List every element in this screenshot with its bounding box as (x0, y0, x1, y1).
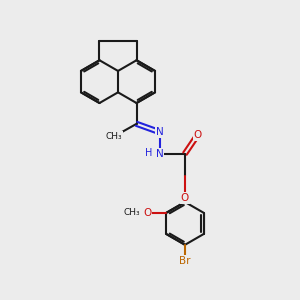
Text: CH₃: CH₃ (123, 208, 140, 217)
Text: CH₃: CH₃ (106, 132, 123, 141)
Text: N: N (156, 127, 164, 137)
Text: O: O (143, 208, 151, 218)
Text: O: O (193, 130, 202, 140)
Text: H: H (145, 148, 152, 158)
Text: O: O (181, 193, 189, 203)
Text: N: N (156, 148, 164, 159)
Text: Br: Br (179, 256, 191, 266)
